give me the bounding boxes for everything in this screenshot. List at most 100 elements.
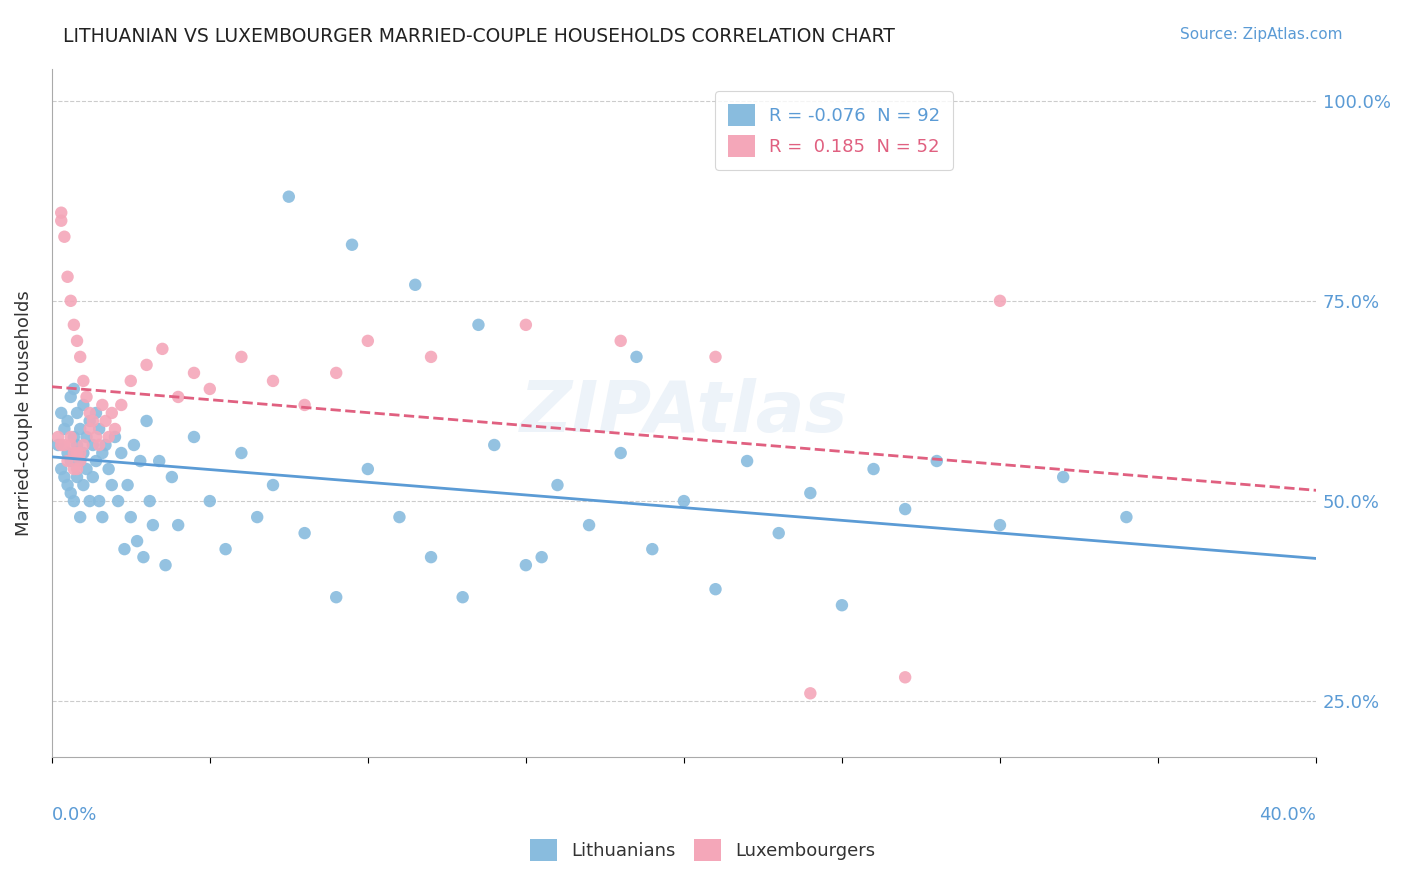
Point: [135, 414, 157, 428]
Text: ZIPAtlas: ZIPAtlas: [520, 378, 848, 448]
Point: [484, 438, 506, 452]
Point: [56, 414, 79, 428]
Point: [231, 446, 253, 460]
Point: [641, 542, 664, 557]
Point: [94, 414, 117, 428]
Point: [530, 550, 553, 565]
Point: [167, 390, 190, 404]
Point: [148, 454, 170, 468]
Point: [72, 438, 94, 452]
Text: Source: ZipAtlas.com: Source: ZipAtlas.com: [1180, 27, 1343, 42]
Point: [862, 462, 884, 476]
Point: [988, 293, 1011, 308]
Point: [120, 374, 142, 388]
Point: [546, 478, 568, 492]
Point: [894, 502, 917, 516]
Point: [79, 406, 101, 420]
Point: [1178, 774, 1201, 789]
Point: [1052, 470, 1074, 484]
Point: [122, 438, 145, 452]
Point: [515, 318, 537, 332]
Point: [94, 438, 117, 452]
Point: [76, 430, 98, 444]
Point: [56, 478, 79, 492]
Point: [609, 334, 631, 348]
Point: [142, 518, 165, 533]
Point: [66, 446, 89, 460]
Point: [988, 518, 1011, 533]
Point: [120, 510, 142, 524]
Point: [704, 582, 727, 597]
Point: [515, 558, 537, 573]
Point: [101, 478, 124, 492]
Point: [735, 454, 758, 468]
Point: [82, 470, 104, 484]
Point: [609, 446, 631, 460]
Point: [82, 414, 104, 428]
Point: [578, 518, 600, 533]
Point: [150, 342, 173, 356]
Point: [72, 374, 94, 388]
Point: [107, 494, 129, 508]
Point: [294, 398, 316, 412]
Point: [63, 430, 86, 444]
Point: [672, 494, 695, 508]
Point: [325, 591, 347, 605]
Point: [69, 422, 91, 436]
Point: [69, 446, 91, 460]
Point: [51, 406, 73, 420]
Point: [76, 390, 98, 404]
Point: [63, 318, 86, 332]
Legend: Lithuanians, Luxembourgers: Lithuanians, Luxembourgers: [517, 827, 889, 874]
Point: [53, 229, 76, 244]
Point: [704, 350, 727, 364]
Point: [277, 189, 299, 203]
Point: [894, 670, 917, 684]
Point: [51, 438, 73, 452]
Point: [59, 486, 82, 500]
Point: [799, 686, 821, 700]
Point: [91, 510, 114, 524]
Point: [127, 534, 149, 549]
Point: [56, 269, 79, 284]
Point: [138, 494, 160, 508]
Y-axis label: Married-couple Households: Married-couple Households: [15, 290, 32, 536]
Legend: R = -0.076  N = 92, R =  0.185  N = 52: R = -0.076 N = 92, R = 0.185 N = 52: [716, 91, 953, 169]
Point: [59, 390, 82, 404]
Point: [388, 510, 411, 524]
Point: [110, 446, 132, 460]
Point: [66, 438, 89, 452]
Point: [72, 478, 94, 492]
Point: [114, 542, 136, 557]
Point: [91, 398, 114, 412]
Point: [198, 494, 221, 508]
Point: [89, 422, 111, 436]
Point: [79, 422, 101, 436]
Point: [46, 430, 69, 444]
Point: [246, 510, 269, 524]
Point: [768, 526, 790, 541]
Point: [1115, 510, 1137, 524]
Point: [262, 374, 284, 388]
Point: [262, 478, 284, 492]
Point: [357, 334, 380, 348]
Point: [66, 462, 89, 476]
Point: [167, 518, 190, 533]
Point: [59, 430, 82, 444]
Point: [53, 422, 76, 436]
Point: [110, 398, 132, 412]
Point: [69, 454, 91, 468]
Point: [59, 454, 82, 468]
Point: [129, 454, 152, 468]
Point: [799, 486, 821, 500]
Point: [69, 454, 91, 468]
Point: [84, 406, 107, 420]
Point: [155, 558, 177, 573]
Point: [626, 350, 648, 364]
Point: [59, 438, 82, 452]
Point: [420, 350, 443, 364]
Point: [51, 213, 73, 227]
Point: [104, 430, 127, 444]
Point: [51, 462, 73, 476]
Point: [63, 462, 86, 476]
